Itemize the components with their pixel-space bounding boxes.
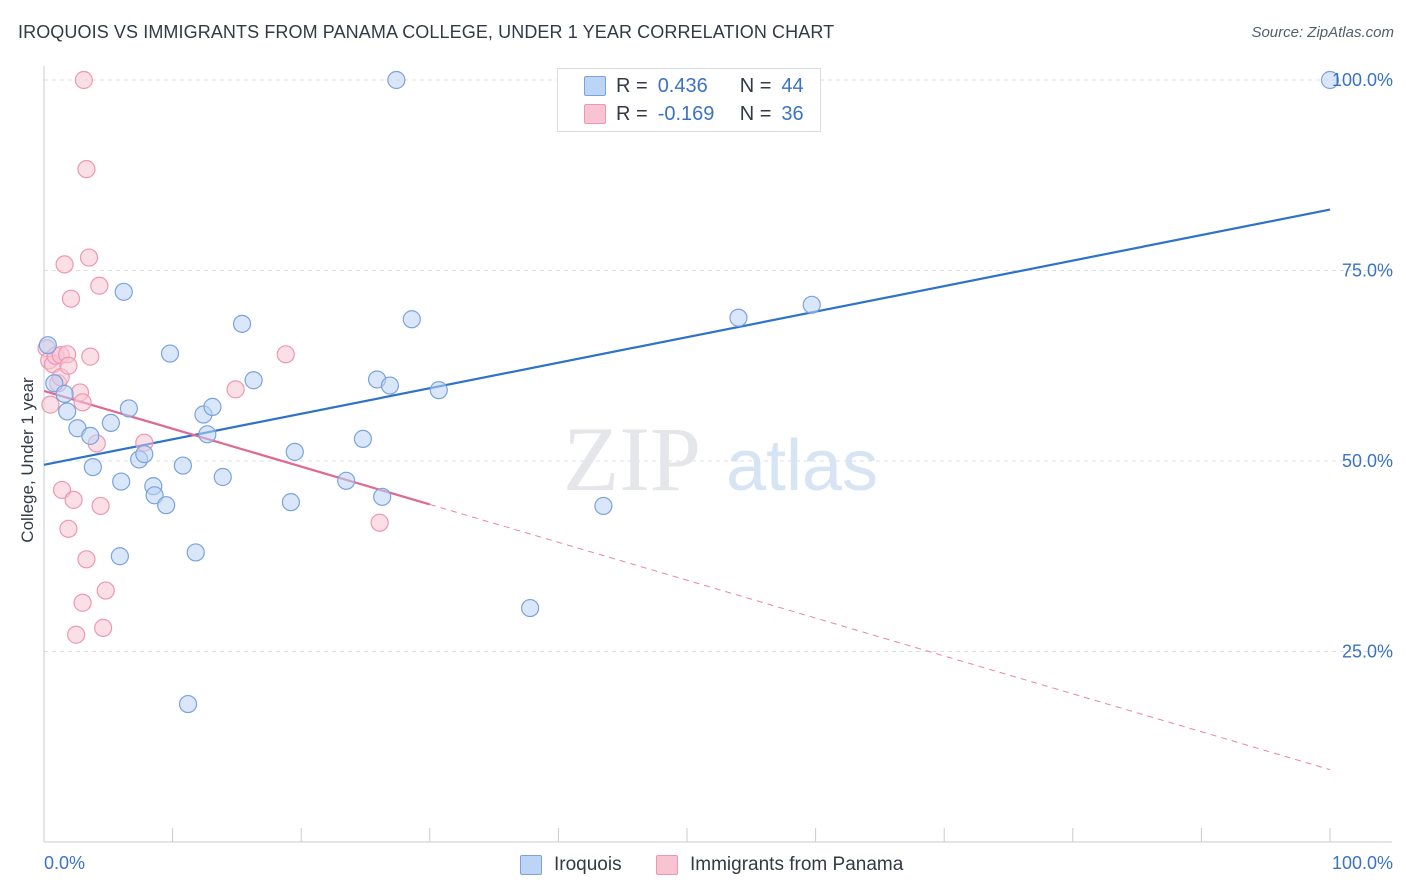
gridlines [44,79,1392,652]
legend-r-label: R = [616,102,648,125]
data-point-iroquois [114,282,133,301]
axes [43,66,1392,843]
data-point-iroquois [380,376,400,395]
legend-n-label: N = [739,74,772,97]
data-point-iroquois [135,445,154,464]
data-point-iroquois [232,314,252,333]
data-point-panama [81,347,100,366]
data-point-iroquois [157,496,176,515]
data-point-iroquois [110,547,129,566]
data-point-panama [77,160,96,179]
y-tick-label: 100.0% [1332,70,1393,90]
data-point-iroquois [213,467,232,487]
data-point-iroquois [387,70,406,90]
data-point-panama [226,380,245,399]
data-point-iroquois [402,310,421,329]
data-point-iroquois [101,413,120,432]
data-point-iroquois [55,384,74,404]
data-point-iroquois [38,336,57,355]
data-point-panama [52,480,72,500]
data-point-iroquois [58,402,77,421]
data-point-iroquois [186,543,205,562]
source-label: Source: ZipAtlas.com [1251,24,1394,41]
data-point-panama [73,593,92,612]
data-point-iroquois [244,371,263,390]
data-point-iroquois [112,472,131,491]
data-point-iroquois [173,456,192,475]
legend-swatch-iroquois [584,76,606,96]
data-point-iroquois [521,598,540,618]
legend-r-value-iroquois: 0.436 [657,74,708,97]
watermark: ZIP atlas [563,408,878,510]
data-points [37,70,1340,714]
y-axis-label: College, Under 1 year [18,377,37,543]
data-point-panama [64,490,83,509]
data-point-panama [59,519,78,538]
data-point-panama [77,550,96,569]
bottom-legend-swatch-iroquois [520,855,542,875]
data-point-panama [370,513,389,532]
bottom-legend-panama: Immigrants from Panama [656,852,903,878]
data-point-panama [41,395,60,414]
data-point-iroquois [373,487,392,506]
bottom-legend-label-panama: Immigrants from Panama [690,854,904,875]
bottom-legend-label-iroquois: Iroquois [554,854,622,875]
watermark-zip: ZIP [563,408,701,510]
data-point-iroquois [337,471,356,490]
y-tick-label: 25.0% [1342,642,1393,662]
watermark-atlas: atlas [726,426,878,506]
legend-n-label: N = [739,102,772,125]
bottom-legend-swatch-panama [656,855,678,875]
data-point-panama [61,289,81,308]
data-point-iroquois [119,399,138,418]
trend-line-panama-extrapolated [429,503,1331,771]
data-point-panama [79,248,99,267]
chart-title: IROQUOIS VS IMMIGRANTS FROM PANAMA COLLE… [18,22,835,42]
data-point-iroquois [145,486,164,505]
data-point-iroquois [802,295,821,314]
trend-lines [43,208,1331,771]
trend-line-panama [43,389,431,506]
legend: R = 0.436 N = 44 R = -0.169 N = 36 [557,68,821,132]
x-tick-label: 100.0% [1332,853,1393,873]
data-point-iroquois [198,425,217,444]
bottom-legend-iroquois: Iroquois [520,852,622,878]
legend-r-value-panama: -0.169 [657,102,715,125]
data-point-panama [73,393,92,412]
data-point-iroquois [203,397,222,416]
y-tick-label: 75.0% [1342,261,1393,281]
legend-n-value-iroquois: 44 [781,74,804,97]
tick-labels: 25.0% 50.0% 75.0% 100.0% 0.0% 100.0% [44,70,1393,873]
data-point-iroquois [594,496,613,516]
data-point-iroquois [281,493,301,512]
x-tick-label: 0.0% [44,853,85,873]
data-point-iroquois [178,694,198,714]
data-point-iroquois [729,308,748,327]
data-point-panama [67,625,86,644]
legend-row-panama: R = -0.169 N = 36 [584,101,804,127]
legend-swatch-panama [584,104,606,124]
trend-line-iroquois [43,208,1331,466]
data-point-panama [74,70,93,90]
data-point-iroquois [81,426,100,445]
legend-row-iroquois: R = 0.436 N = 44 [584,73,804,99]
data-point-iroquois [1320,70,1340,90]
data-point-panama [91,496,110,516]
data-point-panama [94,618,113,637]
legend-n-value-panama: 36 [781,102,804,125]
data-point-iroquois [83,457,102,477]
y-tick-label: 50.0% [1342,451,1393,471]
data-point-panama [90,276,109,295]
data-point-panama [276,345,295,364]
data-point-panama [59,356,78,375]
data-point-panama [96,581,115,600]
data-point-iroquois [160,344,180,363]
data-point-iroquois [353,429,373,449]
data-point-panama [55,255,74,274]
data-point-iroquois [285,442,304,461]
legend-r-label: R = [616,74,648,97]
data-point-iroquois [429,381,448,400]
